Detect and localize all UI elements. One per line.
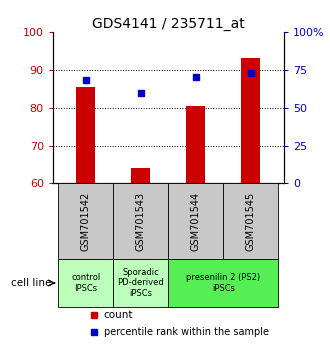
Bar	[241, 58, 260, 183]
Title: GDS4141 / 235711_at: GDS4141 / 235711_at	[92, 17, 245, 31]
Text: cell line: cell line	[11, 278, 51, 288]
Text: presenilin 2 (PS2)
iPSCs: presenilin 2 (PS2) iPSCs	[186, 273, 260, 293]
Text: GSM701542: GSM701542	[81, 192, 91, 251]
Bar	[168, 259, 278, 307]
Text: count: count	[104, 310, 133, 320]
Bar	[58, 259, 113, 307]
Text: GSM701544: GSM701544	[191, 192, 201, 251]
Text: control
IPSCs: control IPSCs	[71, 273, 100, 293]
Text: GSM701543: GSM701543	[136, 192, 146, 251]
Text: GSM701545: GSM701545	[246, 192, 256, 251]
Bar	[113, 259, 168, 307]
Bar	[131, 168, 150, 183]
Text: percentile rank within the sample: percentile rank within the sample	[104, 326, 269, 337]
Bar	[76, 87, 95, 183]
Bar	[223, 183, 278, 259]
Bar	[113, 183, 168, 259]
Bar	[186, 106, 205, 183]
Bar	[168, 183, 223, 259]
Bar	[58, 183, 113, 259]
Text: Sporadic
PD-derived
iPSCs: Sporadic PD-derived iPSCs	[117, 268, 164, 298]
